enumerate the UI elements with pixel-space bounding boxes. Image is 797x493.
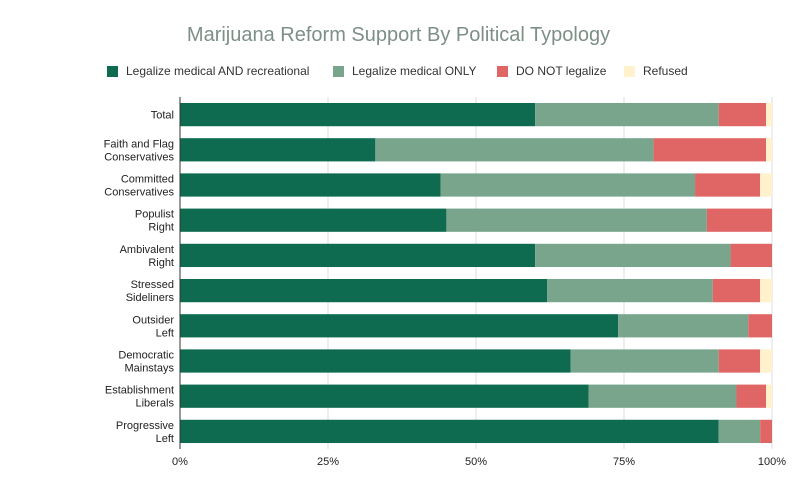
category-label: Right [148,257,174,269]
bar-segment [180,138,376,162]
bar-segment [180,384,589,408]
bar-segment [180,173,441,197]
bar-segment [180,419,719,444]
category-label: Conservatives [104,151,174,163]
chart-title: Marijuana Reform Support By Political Ty… [186,24,611,46]
category-label: Progressive [116,420,174,432]
bar-segment [547,278,713,303]
bar-segment [766,102,772,127]
bar-segment [695,173,761,197]
bar-segment [440,173,696,197]
bar-segment [535,102,719,127]
bar-segment [375,138,654,162]
bar-segment [736,384,767,408]
bar-segment [760,278,772,303]
bar-segment [712,278,761,303]
bar-segment [706,208,772,232]
legend-item-do-not-legalize: DO NOT legalize [497,64,606,78]
category-label: Left [156,327,174,339]
bar-segment [180,278,548,303]
bar-segment [760,419,772,444]
bar-segment [718,102,767,127]
x-tick-label: 25% [317,456,339,468]
legend-item-refused: Refused [624,64,688,78]
category-label: Outsider [132,314,174,326]
bar-segment [180,243,536,268]
category-label: Left [156,433,174,445]
category-label: Sideliners [126,292,175,304]
bar-segment [180,208,447,232]
category-label: Faith and Flag [104,138,174,150]
category-label: Establishment [105,385,174,397]
bar-segment [180,314,619,338]
legend-label: Legalize medical ONLY [352,64,477,78]
category-label: Ambivalent [120,244,174,256]
bar-segment [760,349,772,373]
x-tick-label: 75% [613,456,635,468]
x-tick-label: 100% [758,456,786,468]
category-label: Liberals [135,398,174,410]
category-label: Stressed [131,279,174,291]
bar-segment [760,173,772,197]
bar-segment [766,384,772,408]
bar-segment [748,314,772,338]
legend-swatch [624,65,635,77]
bar-segment [535,243,731,268]
category-label: Conservatives [104,187,174,199]
category-label: Total [151,110,174,122]
category-label: Populist [135,209,174,221]
legend-label: DO NOT legalize [516,64,607,78]
legend-swatch [497,65,508,77]
x-tick-label: 0% [172,456,188,468]
bar-segment [180,102,536,127]
x-tick-label: 50% [465,456,487,468]
bar-segment [180,349,571,373]
bar-segment [446,208,707,232]
category-label: Mainstays [124,363,174,375]
bar-segment [718,349,761,373]
bar-segment [588,384,737,408]
legend-swatch [107,65,118,77]
bar-segment [653,138,767,162]
legend-item-medical-and-recreational: Legalize medical AND recreational [107,64,309,78]
category-label: Committed [121,174,174,186]
bar-segment [618,314,749,338]
legend-label: Legalize medical AND recreational [126,64,310,78]
bar-segment [718,419,761,444]
category-label: Right [148,222,174,234]
legend-label: Refused [643,64,688,78]
bar-segment [570,349,719,373]
legend: Legalize medical AND recreational Legali… [0,64,797,80]
category-label: Democratic [118,350,174,362]
bar-segment [766,138,772,162]
legend-item-medical-only: Legalize medical ONLY [333,64,477,78]
legend-swatch [333,65,344,77]
bar-segment [730,243,772,268]
